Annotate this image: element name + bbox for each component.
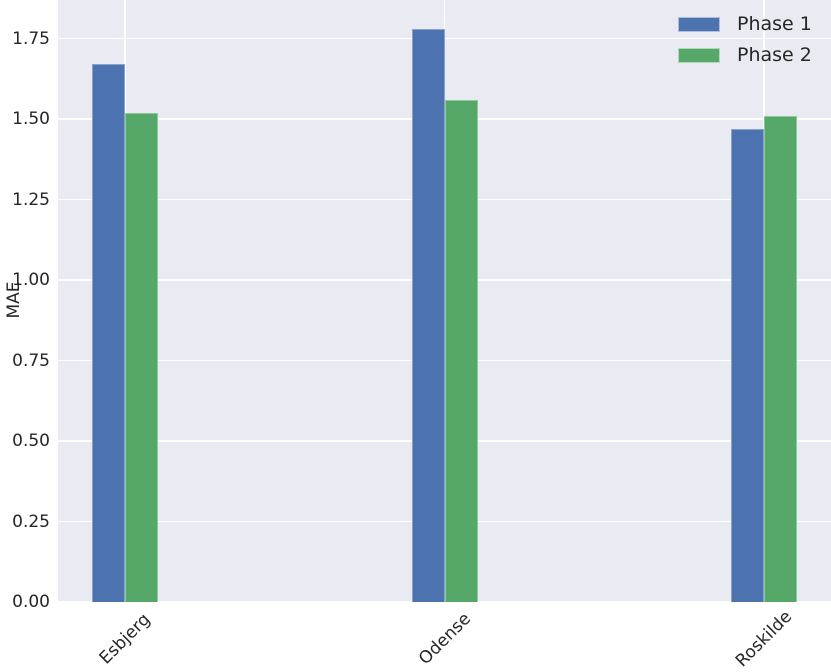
- y-tick-label: 0.75: [12, 350, 50, 371]
- legend-label: Phase 1: [737, 13, 812, 35]
- legend-item-phase1: Phase 1: [678, 13, 812, 35]
- bar-phase2-odense: [444, 99, 478, 602]
- x-tick-label-roskilde: Roskilde: [731, 606, 797, 672]
- y-tick-label: 1.25: [12, 189, 50, 210]
- legend-label: Phase 2: [737, 44, 812, 66]
- legend-swatch-icon: [678, 48, 720, 63]
- y-tick-label: 0.50: [12, 431, 50, 452]
- legend-item-phase2: Phase 2: [678, 44, 812, 66]
- bar-phase1-odense: [411, 28, 445, 602]
- plot-area: [58, 0, 831, 603]
- bar-phase2-roskilde: [764, 115, 797, 602]
- y-tick-label: 1.00: [12, 270, 50, 291]
- y-tick-label: 0.00: [12, 592, 50, 612]
- legend: Phase 1 Phase 2: [678, 13, 812, 78]
- legend-swatch-icon: [678, 17, 720, 32]
- y-tick-label: 1.75: [12, 28, 50, 49]
- bar-phase1-esbjerg: [92, 64, 125, 602]
- y-tick-label: 1.50: [12, 109, 50, 130]
- y-tick-label: 0.25: [12, 511, 50, 532]
- bar-phase2-esbjerg: [125, 112, 158, 602]
- x-tick-label-esbjerg: Esbjerg: [95, 609, 155, 669]
- x-tick-label-odense: Odense: [414, 609, 475, 669]
- bar-phase1-roskilde: [731, 128, 764, 602]
